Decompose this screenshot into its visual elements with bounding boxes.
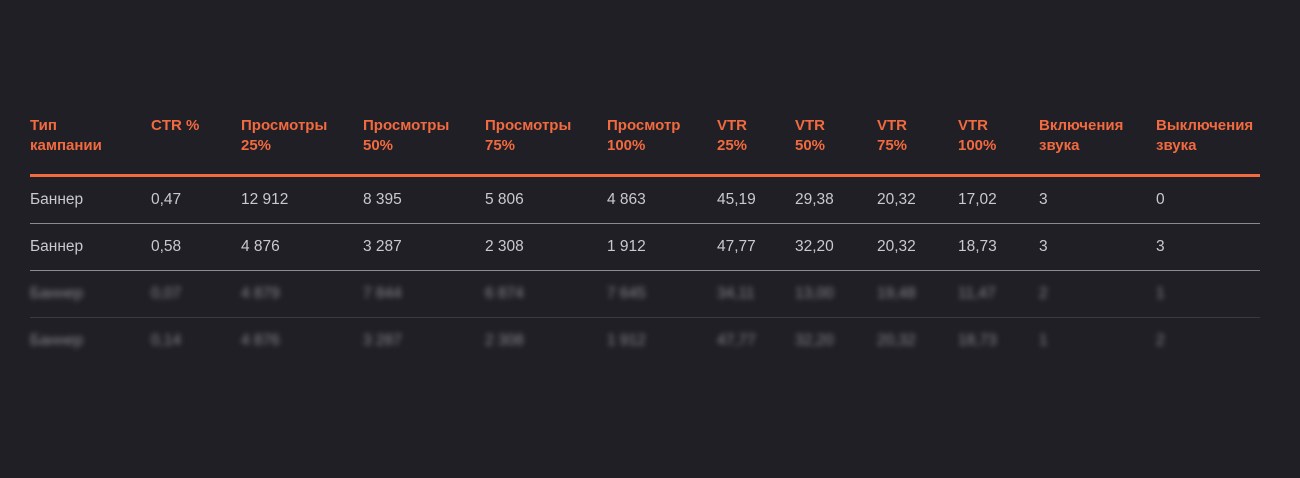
- table-cell: 1 912: [607, 223, 717, 271]
- table-cell: 4 879: [241, 270, 363, 318]
- table-cell: Баннер: [30, 223, 151, 271]
- table-cell: 0,07: [151, 270, 241, 318]
- table-cell: 17,02: [958, 175, 1039, 224]
- table-cell: 12 912: [241, 175, 363, 224]
- table-cell: 20,32: [877, 223, 958, 271]
- table-cell: 7 645: [607, 270, 717, 318]
- table-cell: 18,73: [958, 223, 1039, 271]
- table-cell: Баннер: [30, 332, 84, 349]
- table-row-blurred: Баннер 0,07 4 879 7 844 6 874 7 645 34,1…: [30, 270, 1260, 318]
- table-cell: 32,20: [795, 332, 834, 349]
- table-cell: 6 874: [485, 270, 607, 318]
- campaign-stats-table: Тип кампании CTR % Просмотры 25% Просмотры…: [30, 114, 1260, 364]
- table-cell: 2 308: [485, 332, 524, 349]
- table-cell: 0,14: [151, 332, 182, 349]
- table-cell: 3: [1039, 175, 1156, 224]
- table-cell: 34,11: [717, 270, 795, 318]
- header-vtr-100: VTR 100%: [958, 114, 1039, 177]
- table-cell: 1: [1039, 332, 1048, 349]
- table-cell: 20,32: [877, 175, 958, 224]
- table-cell: 11,47: [958, 270, 1039, 318]
- table-cell: 18,73: [958, 332, 997, 349]
- table-cell: 45,19: [717, 175, 795, 224]
- table-cell: 8 395: [363, 175, 485, 224]
- table-row: Баннер 0,47 12 912 8 395 5 806 4 863 45,…: [30, 175, 1260, 224]
- table-cell: 32,20: [795, 223, 877, 271]
- table-cell: 3 287: [363, 223, 485, 271]
- header-ctr: CTR %: [151, 114, 241, 177]
- table-cell: 29,38: [795, 175, 877, 224]
- table-row: Баннер 0,58 4 876 3 287 2 308 1 912 47,7…: [30, 223, 1260, 271]
- table-cell: 4 863: [607, 175, 717, 224]
- header-row: Тип кампании CTR % Просмотры 25% Просмотры…: [30, 114, 1260, 177]
- table-cell: 7 844: [363, 270, 485, 318]
- header-views-75: Просмотры 75%: [485, 114, 607, 177]
- header-campaign-type: Тип кампании: [30, 114, 151, 177]
- header-vtr-75: VTR 75%: [877, 114, 958, 177]
- table-cell: 0,47: [151, 175, 241, 224]
- table-cell: 3: [1039, 223, 1156, 271]
- table-cell: 20,32: [877, 332, 916, 349]
- stats-table: Тип кампании CTR % Просмотры 25% Просмотры…: [30, 114, 1260, 364]
- header-vtr-25: VTR 25%: [717, 114, 795, 177]
- table-cell: 19,48: [877, 270, 958, 318]
- table-cell: 4 876: [241, 223, 363, 271]
- header-views-25: Просмотры 25%: [241, 114, 363, 177]
- table-cell: 0: [1156, 175, 1260, 224]
- header-sound-on: Включения звука: [1039, 114, 1156, 177]
- table-cell: 4 876: [241, 332, 280, 349]
- table-row-blurred: Баннер 0,14 4 876 3 287 2 308 1 912 47,7…: [30, 318, 1260, 365]
- table-cell: 3: [1156, 223, 1260, 271]
- table-cell: 1: [1156, 270, 1260, 318]
- header-views-50: Просмотры 50%: [363, 114, 485, 177]
- table-cell: 3 287: [363, 332, 402, 349]
- table-cell: 47,77: [717, 223, 795, 271]
- table-cell: 0,58: [151, 223, 241, 271]
- header-vtr-50: VTR 50%: [795, 114, 877, 177]
- table-cell: Баннер: [30, 270, 151, 318]
- table-cell: 2: [1156, 332, 1165, 349]
- header-sound-off: Выключения звука: [1156, 114, 1260, 177]
- table-cell: 13,00: [795, 270, 877, 318]
- table-cell: 2: [1039, 270, 1156, 318]
- table-cell: 47,77: [717, 332, 756, 349]
- table-cell: 2 308: [485, 223, 607, 271]
- table-cell: Баннер: [30, 175, 151, 224]
- header-views-100: Просмотр 100%: [607, 114, 717, 177]
- table-cell: 5 806: [485, 175, 607, 224]
- table-cell: 1 912: [607, 332, 646, 349]
